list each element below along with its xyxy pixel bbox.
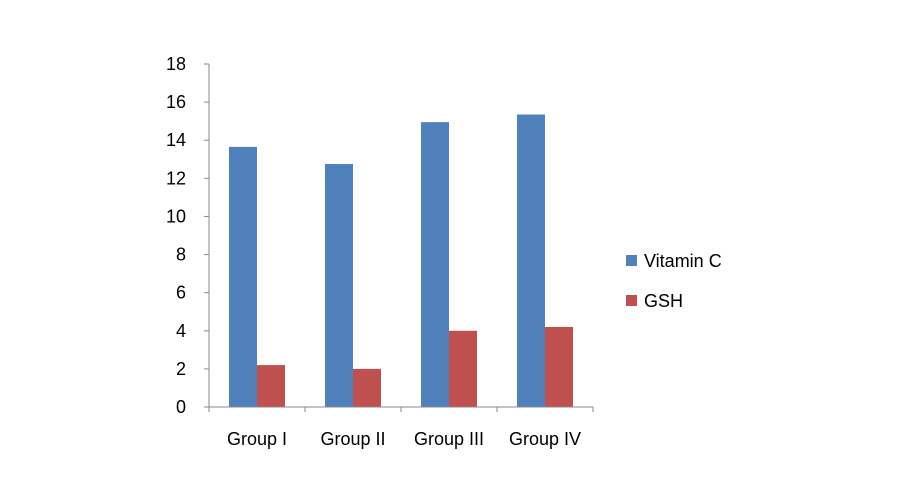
y-tick-label: 14 [166,130,186,150]
y-tick-label: 8 [176,245,186,265]
legend-swatch [626,255,637,266]
bar-gsh [257,365,285,407]
bar-gsh [449,330,477,407]
y-tick-label: 0 [176,397,186,417]
bar-vitamin-c [421,122,449,407]
bar-gsh [353,368,381,407]
y-tick-label: 2 [176,359,186,379]
bar-vitamin-c [517,114,545,407]
legend-label: GSH [644,291,683,311]
y-axis: 0 2 4 6 8 10 12 14 16 18 [166,54,210,417]
bar-gsh [545,326,573,407]
x-category-label: Group III [414,429,484,449]
bar-vitamin-c [325,164,353,407]
legend-swatch [626,295,637,306]
x-category-label: Group I [227,429,287,449]
y-tick-label: 10 [166,206,186,226]
x-category-label: Group II [320,429,385,449]
y-tick-label: 6 [176,283,186,303]
y-tick-label: 4 [176,321,186,341]
y-tick-label: 12 [166,168,186,188]
y-tick-label: 16 [166,92,186,112]
x-axis: Group I Group II Group III Group IV [208,406,594,449]
legend-label: Vitamin C [644,251,722,271]
bar-vitamin-c [229,146,257,407]
x-category-label: Group IV [509,429,581,449]
bars-group [229,114,573,407]
y-tick-label: 18 [166,54,186,74]
legend: Vitamin C GSH [626,251,722,311]
